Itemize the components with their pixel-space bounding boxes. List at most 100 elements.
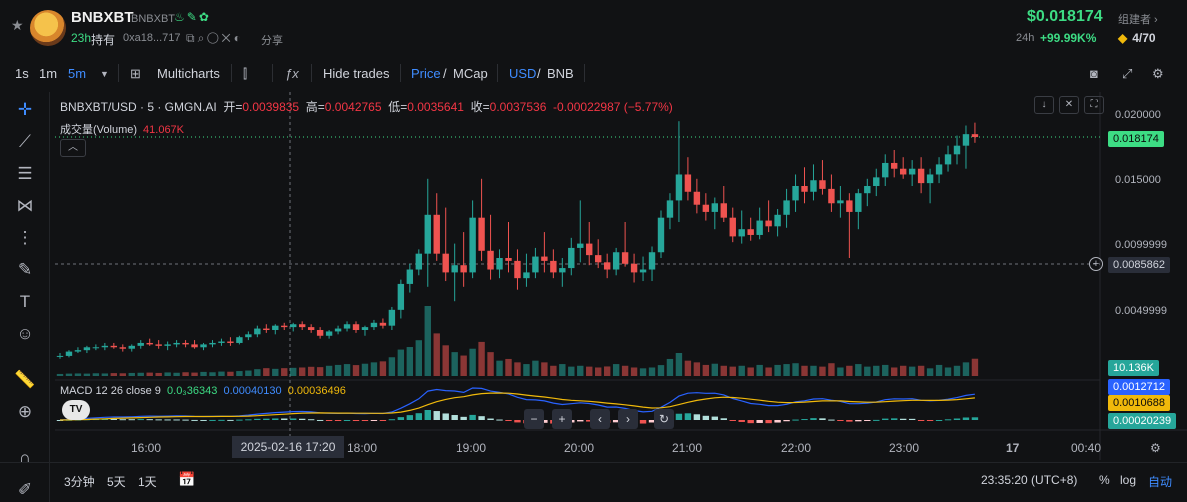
volume-bar: [236, 371, 243, 376]
price-tick: 0.0099999: [1115, 239, 1167, 251]
holders-label[interactable]: 持有: [91, 33, 116, 47]
contract-address[interactable]: 0xa18...717: [123, 32, 181, 44]
brush-icon[interactable]: ✎: [17, 260, 33, 279]
volume-bar: [891, 367, 898, 376]
lock-drawing-icon[interactable]: ✐: [17, 480, 33, 499]
hide-trades-button[interactable]: Hide trades: [323, 66, 390, 81]
scroll-right-button[interactable]: ›: [618, 409, 638, 429]
macd-histogram-bar: [577, 420, 584, 422]
volume-bar: [559, 364, 566, 376]
volume-bar: [433, 333, 440, 376]
time-settings-gear-icon[interactable]: ⚙: [1150, 441, 1161, 455]
bnb-toggle[interactable]: BNB: [547, 66, 574, 81]
candle-body: [272, 325, 279, 330]
candle-body: [236, 337, 243, 343]
crosshair-icon[interactable]: ✛: [17, 100, 33, 119]
macd-histogram-bar: [227, 419, 234, 421]
range-1d[interactable]: 1天: [138, 475, 157, 489]
macd-histogram-bar: [110, 418, 118, 420]
volume-bar: [128, 372, 135, 376]
volume-bar: [254, 369, 261, 376]
volume-bar: [926, 368, 934, 376]
calendar-icon[interactable]: 📅: [178, 471, 196, 487]
toolbar-divider: [231, 64, 232, 82]
favorite-star-icon[interactable]: ★: [11, 17, 24, 33]
interval-dropdown-icon[interactable]: ▼: [100, 69, 109, 79]
candle-body: [899, 168, 907, 175]
ruler-icon[interactable]: 📏: [14, 370, 36, 389]
candle-body: [281, 325, 288, 328]
interval-1m[interactable]: 1m: [39, 66, 58, 81]
volume-bar: [855, 364, 862, 376]
time-tick: 17: [1006, 441, 1020, 455]
toolbar-divider: [400, 64, 401, 82]
collapse-legend-button[interactable]: ︿: [60, 139, 86, 157]
range-5d[interactable]: 5天: [107, 475, 126, 489]
range-3min[interactable]: 3分钟: [64, 475, 95, 489]
candle-body: [487, 250, 494, 270]
candle-body: [846, 200, 853, 212]
fullscreen-icon[interactable]: ⤢: [1122, 66, 1133, 81]
macd-histogram-bar: [343, 419, 351, 421]
scroll-left-button[interactable]: ‹: [590, 409, 610, 429]
usd-toggle[interactable]: USD: [509, 66, 537, 81]
add-alert-icon[interactable]: +: [1089, 257, 1103, 271]
multicharts-button[interactable]: Multicharts: [157, 66, 220, 81]
percent-toggle[interactable]: %: [1099, 473, 1110, 487]
emoji-icon[interactable]: ☺: [16, 324, 34, 343]
zoom-out-button[interactable]: −: [524, 409, 544, 429]
share-link[interactable]: 分享: [261, 35, 283, 47]
pattern-icon[interactable]: ⋈: [16, 196, 34, 215]
zoom-in-icon[interactable]: ⊕: [17, 402, 33, 421]
volume-bar: [783, 364, 790, 376]
macd-histogram-bar: [783, 420, 790, 422]
volume-bar: [155, 372, 162, 376]
time-tick: 20:00: [564, 441, 595, 455]
price-toggle[interactable]: Price: [411, 66, 441, 81]
volume-bar: [666, 358, 674, 376]
zoom-in-button[interactable]: +: [552, 409, 572, 429]
interval-5m[interactable]: 5m: [68, 66, 87, 81]
volume-bar: [209, 372, 216, 376]
pane-collapse-button[interactable]: ✕: [1059, 96, 1079, 114]
trendline-icon[interactable]: ⟋: [19, 132, 31, 151]
volume-bar: [74, 373, 82, 376]
horizontal-lines-icon[interactable]: ☰: [17, 164, 33, 183]
volume-bar: [173, 372, 180, 376]
mcap-toggle[interactable]: MCap: [453, 66, 488, 81]
indicators-icon[interactable]: ƒx: [285, 66, 299, 81]
clock-readout[interactable]: 23:35:20 (UTC+8): [981, 473, 1078, 487]
fib-icon[interactable]: ⋮: [16, 228, 34, 247]
macd-histogram-bar: [433, 411, 440, 420]
candle-body: [101, 345, 109, 348]
menu-link[interactable]: 组建者 ›: [1118, 14, 1158, 26]
volume-bar: [657, 365, 665, 376]
volume-bar: [801, 365, 808, 376]
candle-style-icon[interactable]: ⫿: [243, 66, 248, 81]
text-tool-icon[interactable]: T: [19, 292, 31, 311]
macd-histogram-bar: [209, 419, 216, 421]
pane-down-button[interactable]: ↓: [1034, 96, 1054, 114]
pane-maximize-button[interactable]: ⛶: [1084, 96, 1104, 114]
screenshot-icon[interactable]: ◙: [1090, 66, 1098, 81]
candle-body: [837, 200, 844, 204]
reset-view-button[interactable]: ↻: [654, 409, 674, 429]
candle-body: [218, 341, 225, 343]
interval-1s[interactable]: 1s: [15, 66, 29, 81]
macd-histogram-bar: [316, 419, 324, 421]
macd-histogram-bar: [792, 419, 799, 421]
candle-body: [146, 342, 153, 345]
log-toggle[interactable]: log: [1120, 473, 1137, 487]
candle-body: [361, 327, 369, 330]
token-tool-icons[interactable]: ⧉⌕◯✕◐: [186, 31, 244, 45]
settings-gear-icon[interactable]: ⚙: [1152, 66, 1164, 81]
candle-body: [406, 269, 414, 284]
macd-histogram-bar: [747, 420, 754, 424]
auto-scale-toggle[interactable]: 自动: [1148, 475, 1173, 489]
volume-bar: [639, 368, 647, 376]
macd-histogram-bar: [720, 418, 727, 420]
macd-histogram-bar: [469, 414, 476, 420]
candle-body: [693, 191, 701, 205]
multicharts-icon[interactable]: ⊞: [130, 66, 141, 81]
